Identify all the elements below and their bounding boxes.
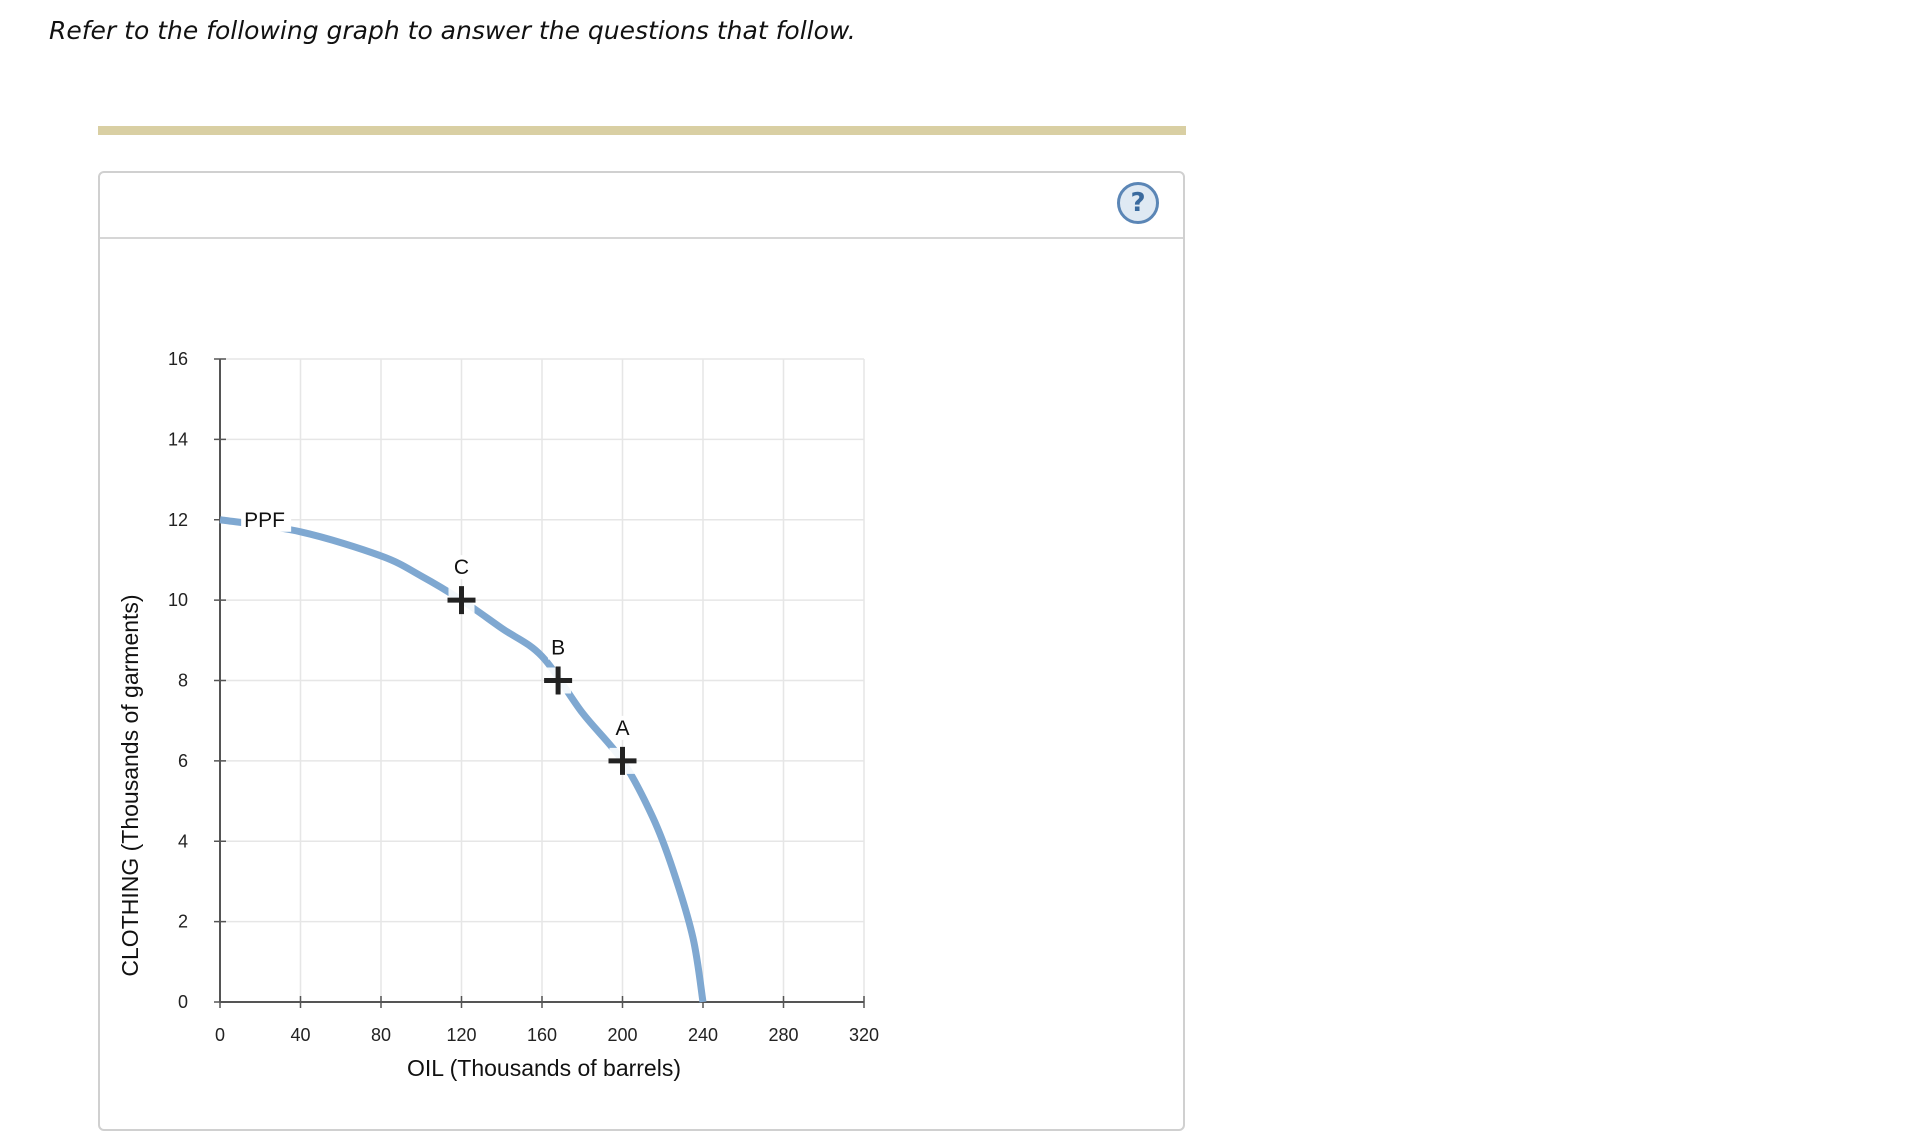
accent-bar [98, 126, 1186, 135]
y-tick-label: 14 [168, 429, 188, 449]
point-label-background [612, 715, 633, 740]
y-tick-label: 8 [178, 671, 188, 691]
x-axis-title: OIL (Thousands of barrels) [407, 1055, 681, 1081]
point-label-c: C [454, 556, 469, 579]
ppf-label: PPF [244, 509, 285, 532]
graph-panel [98, 171, 1185, 1131]
point-label-b: B [551, 637, 565, 660]
ppf-label-background [241, 507, 292, 532]
x-tick-label: 120 [446, 1025, 476, 1045]
x-tick-label: 200 [607, 1025, 637, 1045]
y-tick-label: 6 [178, 751, 188, 771]
y-tick-label: 4 [178, 831, 188, 851]
chart-ticks: 0 40 80 120 160 200 240 280 320 0 2 4 6 8 10 12 14 16 [168, 349, 879, 1045]
chart-grid [220, 358, 865, 1002]
x-tick-label: 40 [290, 1025, 310, 1045]
chart-points[interactable]: C B A [447, 555, 637, 775]
y-tick-label: 10 [168, 590, 188, 610]
ppf-curve [219, 516, 707, 1003]
y-axis-title: CLOTHING (Thousands of garments) [117, 594, 143, 976]
point-label-background [548, 635, 569, 660]
x-tick-label: 280 [768, 1025, 798, 1045]
y-tick-label: 2 [178, 912, 188, 932]
y-tick-label: 0 [178, 992, 188, 1012]
graph-panel-header [100, 173, 1183, 239]
x-tick-label: 0 [215, 1025, 225, 1045]
x-tick-label: 320 [849, 1025, 879, 1045]
x-tick-label: 160 [527, 1025, 557, 1045]
y-tick-label: 16 [168, 349, 188, 369]
instruction-text: Refer to the following graph to answer t… [49, 16, 856, 45]
y-tick-label: 12 [168, 510, 188, 530]
x-tick-label: 240 [688, 1025, 718, 1045]
point-label-a: A [615, 717, 629, 740]
help-icon[interactable]: ? [1117, 182, 1159, 224]
point-label-background [451, 555, 472, 580]
chart-series: PPF [219, 507, 707, 1003]
x-tick-label: 80 [371, 1025, 391, 1045]
